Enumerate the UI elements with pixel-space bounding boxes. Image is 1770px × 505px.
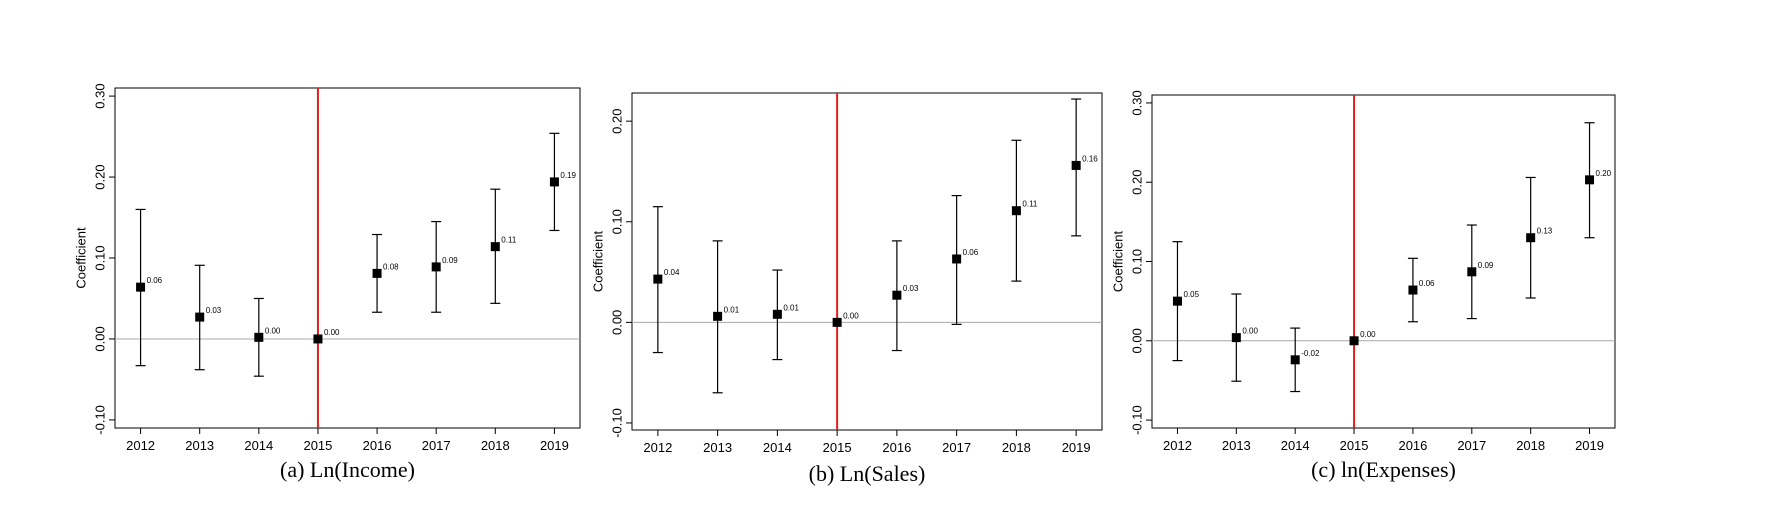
panel-caption: (b) Ln(Sales) xyxy=(809,461,926,486)
y-axis-label: Coefficient xyxy=(590,231,605,293)
x-tick-label: 2012 xyxy=(643,440,672,455)
point-marker xyxy=(254,332,264,342)
y-tick-label: 0.30 xyxy=(92,83,107,108)
y-tick-label: 0.20 xyxy=(609,109,624,134)
y-tick-label: 0.10 xyxy=(92,245,107,270)
point-marker xyxy=(1011,206,1021,216)
x-tick-label: 2017 xyxy=(942,440,971,455)
point-label: 0.16 xyxy=(1082,154,1098,163)
panel-caption: (c) ln(Expenses) xyxy=(1311,457,1456,482)
point-marker xyxy=(549,177,559,187)
plot-frame xyxy=(631,92,1103,431)
point-marker xyxy=(313,334,323,344)
x-tick-label: 2014 xyxy=(1281,438,1310,453)
point-marker xyxy=(1585,175,1595,185)
x-tick-label: 2019 xyxy=(540,438,569,453)
y-tick-label: 0.10 xyxy=(1129,249,1144,274)
plot-frame xyxy=(1151,94,1616,429)
point-marker xyxy=(653,274,663,284)
point-marker xyxy=(1290,355,1300,365)
point-marker xyxy=(1467,267,1477,277)
x-tick-label: 2014 xyxy=(244,438,273,453)
y-tick-label: -0.10 xyxy=(1129,405,1144,435)
point-label: 0.13 xyxy=(1537,227,1553,236)
point-label: 0.19 xyxy=(560,171,576,180)
point-label: 0.08 xyxy=(383,262,399,271)
x-tick-label: 2015 xyxy=(1340,438,1369,453)
y-tick-label: 0.00 xyxy=(1129,328,1144,353)
y-tick-label: 0.00 xyxy=(609,310,624,335)
point-marker xyxy=(1349,336,1359,346)
point-label: -0.02 xyxy=(1301,349,1320,358)
x-tick-label: 2013 xyxy=(1222,438,1251,453)
point-marker xyxy=(772,309,782,319)
x-tick-label: 2019 xyxy=(1575,438,1604,453)
point-label: 0.00 xyxy=(1242,327,1258,336)
point-label: 0.09 xyxy=(442,256,458,265)
point-marker xyxy=(490,242,500,252)
point-marker xyxy=(195,312,205,322)
y-tick-label: -0.10 xyxy=(92,405,107,435)
x-tick-label: 2016 xyxy=(882,440,911,455)
point-marker xyxy=(713,311,723,321)
x-tick-label: 2016 xyxy=(363,438,392,453)
point-label: 0.06 xyxy=(147,276,163,285)
x-tick-label: 2016 xyxy=(1398,438,1427,453)
point-label: 0.03 xyxy=(903,284,919,293)
chart-panel-1: -0.10 0.00 0.10 0.20 0.30 2012 2013 2014 2015 201… xyxy=(73,83,581,482)
point-label: 0.11 xyxy=(501,236,517,245)
x-tick-label: 2018 xyxy=(1516,438,1545,453)
x-tick-label: 2017 xyxy=(1457,438,1486,453)
chart-panel-3: -0.10 0.00 0.10 0.20 0.30 2012 2013 2014 2015 201… xyxy=(1110,90,1616,482)
x-tick-label: 2018 xyxy=(481,438,510,453)
y-tick-label: 0.00 xyxy=(92,326,107,351)
point-marker xyxy=(832,317,842,327)
panel-caption: (a) Ln(Income) xyxy=(280,457,415,482)
point-label: 0.01 xyxy=(783,303,799,312)
x-tick-label: 2015 xyxy=(303,438,332,453)
point-marker xyxy=(892,290,902,300)
point-marker xyxy=(1408,285,1418,295)
point-label: 0.03 xyxy=(206,306,222,315)
point-label: 0.00 xyxy=(324,328,340,337)
y-tick-label: -0.10 xyxy=(609,408,624,438)
point-label: 0.01 xyxy=(724,305,740,314)
x-tick-label: 2019 xyxy=(1062,440,1091,455)
point-marker xyxy=(1172,296,1182,306)
point-label: 0.04 xyxy=(664,268,680,277)
y-tick-label: 0.20 xyxy=(92,164,107,189)
point-label: 0.20 xyxy=(1596,169,1612,178)
point-marker xyxy=(431,262,441,272)
x-tick-label: 2014 xyxy=(763,440,792,455)
point-marker xyxy=(952,254,962,264)
x-tick-label: 2015 xyxy=(823,440,852,455)
point-label: 0.00 xyxy=(265,326,281,335)
x-tick-label: 2013 xyxy=(185,438,214,453)
y-axis-label: Coefficient xyxy=(1110,231,1125,293)
point-marker xyxy=(136,282,146,292)
point-label: 0.05 xyxy=(1183,290,1199,299)
point-label: 0.11 xyxy=(1022,200,1038,209)
point-marker xyxy=(1231,333,1241,343)
point-marker xyxy=(1071,160,1081,170)
point-label: 0.00 xyxy=(843,311,859,320)
point-label: 0.06 xyxy=(963,248,979,257)
plot-frame xyxy=(114,87,581,429)
x-tick-label: 2013 xyxy=(703,440,732,455)
point-label: 0.09 xyxy=(1478,261,1494,270)
point-label: 0.00 xyxy=(1360,330,1376,339)
point-marker xyxy=(372,268,382,278)
point-label: 0.06 xyxy=(1419,279,1435,288)
point-marker xyxy=(1526,233,1536,243)
y-axis-label: Coefficient xyxy=(73,227,88,289)
x-tick-label: 2018 xyxy=(1002,440,1031,455)
x-tick-label: 2012 xyxy=(1163,438,1192,453)
y-tick-label: 0.10 xyxy=(609,209,624,234)
y-tick-label: 0.20 xyxy=(1129,170,1144,195)
y-tick-label: 0.30 xyxy=(1129,90,1144,115)
chart-panel-2: -0.10 0.00 0.10 0.20 2012 2013 2014 2015 2016 201… xyxy=(590,92,1103,486)
x-tick-label: 2012 xyxy=(126,438,155,453)
x-tick-label: 2017 xyxy=(422,438,451,453)
